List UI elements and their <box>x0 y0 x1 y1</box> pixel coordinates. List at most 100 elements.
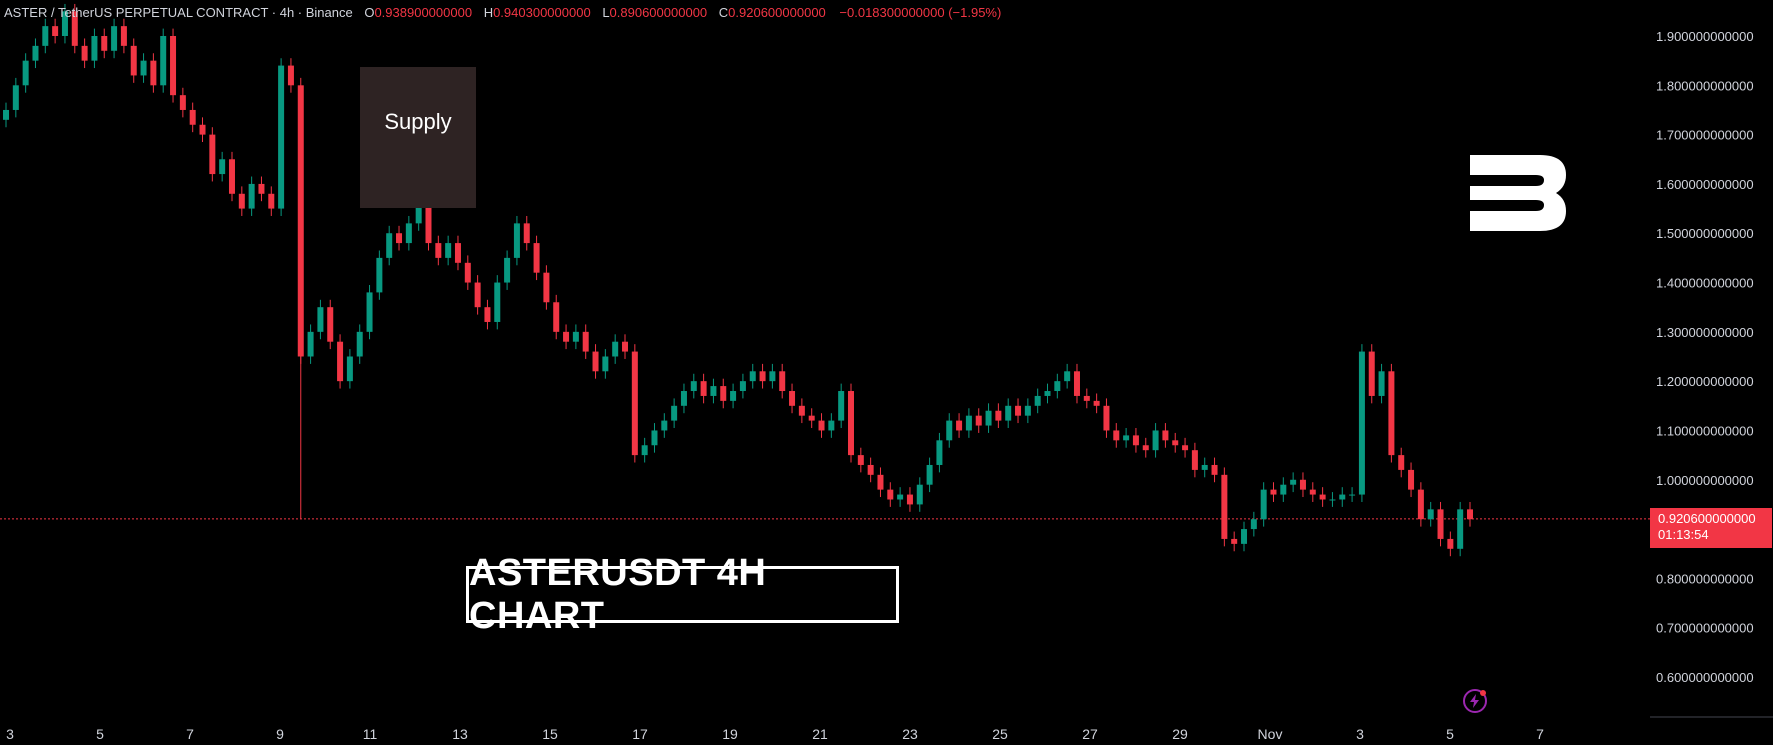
candle-body[interactable] <box>946 420 953 441</box>
candle-body[interactable] <box>179 95 186 110</box>
candle-body[interactable] <box>543 272 550 303</box>
candle-body[interactable] <box>523 223 530 244</box>
candle-body[interactable] <box>3 109 9 120</box>
candle-body[interactable] <box>1467 509 1473 520</box>
candle-body[interactable] <box>1113 430 1120 441</box>
candle-body[interactable] <box>1142 445 1149 451</box>
candle-body[interactable] <box>405 223 412 244</box>
candle-body[interactable] <box>278 65 285 209</box>
candle-body[interactable] <box>1162 430 1169 441</box>
candle-body[interactable] <box>582 331 589 352</box>
candle-body[interactable] <box>1388 371 1395 456</box>
candle-body[interactable] <box>297 85 304 357</box>
candle-body[interactable] <box>1457 509 1464 549</box>
candle-body[interactable] <box>42 26 49 46</box>
candle-body[interactable] <box>170 36 177 96</box>
candle-body[interactable] <box>1034 395 1041 406</box>
candle-body[interactable] <box>857 455 864 465</box>
candle-body[interactable] <box>1221 474 1228 539</box>
candle-body[interactable] <box>1358 351 1365 495</box>
candle-body[interactable] <box>464 262 471 283</box>
candle-body[interactable] <box>513 223 520 258</box>
candle-body[interactable] <box>111 26 118 51</box>
candle-body[interactable] <box>759 371 766 382</box>
candle-body[interactable] <box>209 134 216 175</box>
candle-body[interactable] <box>612 341 619 357</box>
candle-body[interactable] <box>71 11 78 46</box>
candle-body[interactable] <box>779 371 786 392</box>
candle-body[interactable] <box>1132 435 1139 446</box>
candle-body[interactable] <box>376 257 383 293</box>
candle-body[interactable] <box>700 381 707 396</box>
candle-body[interactable] <box>680 391 687 406</box>
candle-body[interactable] <box>425 203 432 244</box>
candle-body[interactable] <box>808 415 815 421</box>
candle-body[interactable] <box>219 159 226 175</box>
candle-body[interactable] <box>828 420 835 431</box>
candle-body[interactable] <box>1260 489 1267 520</box>
candle-body[interactable] <box>1250 519 1257 530</box>
candle-body[interactable] <box>838 391 845 421</box>
candle-body[interactable] <box>32 45 39 61</box>
candle-body[interactable] <box>671 405 678 421</box>
candle-body[interactable] <box>710 386 717 396</box>
candle-body[interactable] <box>130 45 137 76</box>
candle-body[interactable] <box>887 489 894 500</box>
candle-body[interactable] <box>1172 440 1179 446</box>
candle-body[interactable] <box>396 233 403 244</box>
candle-body[interactable] <box>798 405 805 416</box>
candle-body[interactable] <box>1182 445 1189 451</box>
candle-body[interactable] <box>1408 469 1415 490</box>
candle-body[interactable] <box>504 257 511 283</box>
candle-body[interactable] <box>1103 405 1110 431</box>
candle-body[interactable] <box>248 183 255 209</box>
candle-body[interactable] <box>1280 484 1287 495</box>
candle-body[interactable] <box>1339 494 1346 500</box>
candle-body[interactable] <box>965 415 972 431</box>
candle-body[interactable] <box>81 45 88 61</box>
candle-body[interactable] <box>454 243 461 263</box>
candle-body[interactable] <box>101 36 108 51</box>
candle-body[interactable] <box>1368 351 1375 396</box>
candle-body[interactable] <box>926 464 933 485</box>
candle-body[interactable] <box>1427 509 1434 520</box>
candle-body[interactable] <box>1201 464 1208 470</box>
candle-body[interactable] <box>985 410 992 426</box>
candle-body[interactable] <box>1044 391 1051 396</box>
candle-body[interactable] <box>150 60 157 86</box>
candle-body[interactable] <box>415 203 422 224</box>
candle-body[interactable] <box>238 193 245 209</box>
candle-body[interactable] <box>602 356 609 372</box>
candle-body[interactable] <box>1319 494 1326 500</box>
candle-body[interactable] <box>956 420 963 431</box>
candle-body[interactable] <box>622 341 629 352</box>
candle-body[interactable] <box>160 36 167 86</box>
candle-body[interactable] <box>906 494 913 505</box>
candle-body[interactable] <box>789 391 796 406</box>
candle-body[interactable] <box>386 233 393 258</box>
candle-body[interactable] <box>1299 479 1306 490</box>
candle-body[interactable] <box>346 356 353 382</box>
candle-body[interactable] <box>720 386 727 401</box>
candle-body[interactable] <box>199 124 206 135</box>
candle-body[interactable] <box>317 307 324 332</box>
candle-body[interactable] <box>484 307 491 322</box>
candle-body[interactable] <box>1231 538 1238 544</box>
candle-body[interactable] <box>356 331 363 357</box>
candle-body[interactable] <box>1437 509 1444 539</box>
candle-body[interactable] <box>641 445 648 456</box>
candle-body[interactable] <box>1191 450 1198 470</box>
supply-zone[interactable]: Supply <box>360 67 476 208</box>
candle-body[interactable] <box>1211 464 1218 475</box>
candle-body[interactable] <box>287 65 294 86</box>
symbol-title[interactable]: ASTER / TetherUS PERPETUAL CONTRACT · 4h… <box>4 5 353 20</box>
candle-body[interactable] <box>1064 371 1071 382</box>
candle-body[interactable] <box>12 85 19 110</box>
candle-body[interactable] <box>631 351 638 456</box>
candle-body[interactable] <box>867 464 874 475</box>
candle-body[interactable] <box>818 420 825 431</box>
candle-body[interactable] <box>140 60 147 76</box>
candle-body[interactable] <box>228 159 235 194</box>
candle-body[interactable] <box>563 331 570 342</box>
candle-body[interactable] <box>553 302 560 332</box>
